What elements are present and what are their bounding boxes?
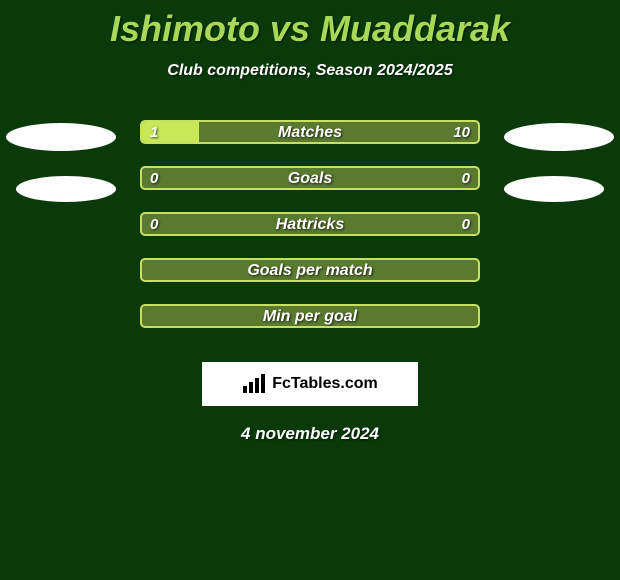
stat-row: Goals per match [0, 258, 620, 304]
bar-chart-icon [242, 374, 266, 394]
stat-row: 00Goals [0, 166, 620, 212]
stat-label: Min per goal [142, 306, 478, 326]
stat-bar: Min per goal [140, 304, 480, 328]
page-title: Ishimoto vs Muaddarak [0, 0, 620, 50]
logo-text: FcTables.com [272, 375, 378, 393]
stat-bar: 110Matches [140, 120, 480, 144]
stat-label: Hattricks [142, 214, 478, 234]
fctables-logo[interactable]: FcTables.com [202, 362, 418, 406]
stat-bar: 00Goals [140, 166, 480, 190]
stat-row: 00Hattricks [0, 212, 620, 258]
stat-bar: Goals per match [140, 258, 480, 282]
stat-label: Matches [142, 122, 478, 142]
stat-row: 110Matches [0, 120, 620, 166]
page-subtitle: Club competitions, Season 2024/2025 [0, 62, 620, 80]
stat-row: Min per goal [0, 304, 620, 350]
stat-rows: 110Matches 00Goals 00Hattricks Goals per ma… [0, 120, 620, 350]
stat-label: Goals per match [142, 260, 478, 280]
date-label: 4 november 2024 [0, 424, 620, 444]
stat-bar: 00Hattricks [140, 212, 480, 236]
stat-label: Goals [142, 168, 478, 188]
